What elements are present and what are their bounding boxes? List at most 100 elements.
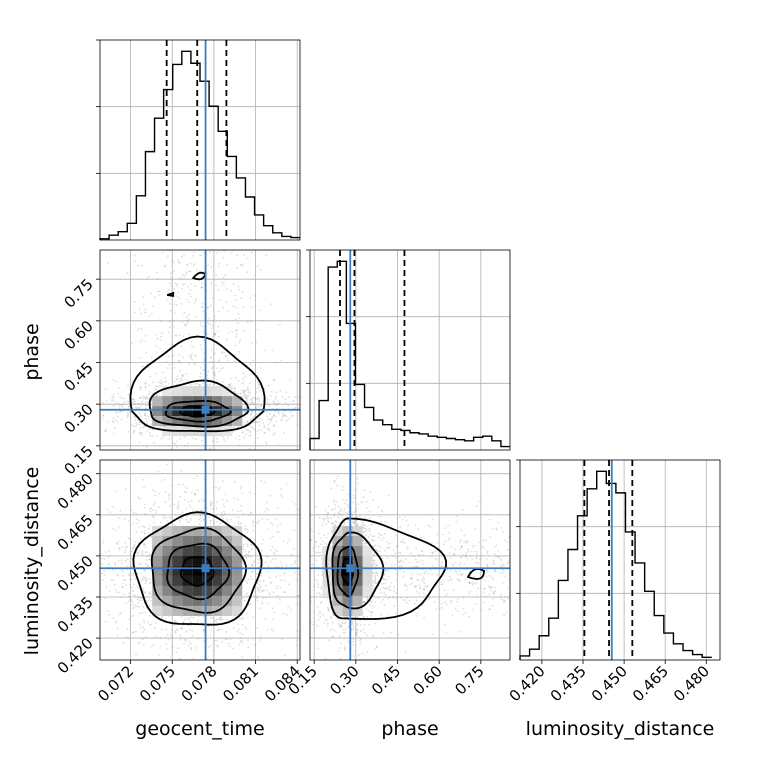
sample-point (318, 591, 321, 594)
sample-point (294, 562, 296, 564)
sample-point (277, 411, 280, 413)
sample-point (142, 619, 145, 622)
sample-point (124, 559, 127, 562)
sample-point (208, 516, 211, 519)
sample-point (360, 501, 362, 504)
sample-point (379, 546, 382, 549)
sample-point (161, 615, 164, 618)
sample-point (337, 516, 340, 519)
sample-point (158, 493, 161, 495)
sample-point (148, 432, 151, 434)
sample-point (189, 628, 192, 631)
sample-point (254, 397, 257, 400)
sample-point (169, 272, 172, 275)
density-cell (162, 605, 173, 616)
sample-point (375, 549, 378, 551)
sample-point (131, 586, 133, 589)
sample-point (222, 503, 225, 505)
sample-point (399, 569, 402, 571)
sample-point (229, 382, 232, 385)
sample-point (181, 373, 184, 376)
sample-point (252, 520, 255, 523)
sample-point (155, 372, 158, 375)
sample-point (449, 579, 452, 582)
sample-point (132, 632, 134, 634)
sample-point (168, 302, 171, 305)
sample-point (167, 331, 170, 334)
sample-point (201, 509, 203, 512)
sample-point (471, 545, 474, 548)
sample-point (230, 518, 233, 521)
sample-point (140, 433, 143, 436)
sample-point (164, 264, 167, 267)
sample-point (176, 375, 179, 378)
sample-point (244, 599, 247, 602)
sample-point (375, 571, 378, 574)
sample-point (213, 522, 215, 525)
sample-point (141, 631, 144, 633)
sample-point (283, 414, 286, 416)
density-cell (182, 585, 193, 596)
sample-point (114, 564, 117, 566)
sample-point (236, 254, 239, 257)
sample-point (274, 549, 276, 551)
sample-point (415, 565, 418, 568)
sample-point (214, 352, 216, 355)
sample-point (134, 254, 137, 257)
sample-point (194, 362, 197, 364)
sample-point (414, 558, 417, 561)
sample-point (177, 291, 180, 294)
sample-point (385, 568, 387, 571)
sample-point (152, 381, 155, 384)
sample-point (159, 382, 162, 385)
sample-point (135, 407, 138, 409)
sample-point (145, 351, 148, 354)
sample-point (270, 522, 272, 524)
sample-point (360, 630, 363, 633)
sample-point (241, 431, 244, 434)
sample-point (126, 558, 129, 561)
sample-point (507, 587, 510, 590)
sample-point (214, 639, 217, 642)
sample-point (337, 511, 340, 514)
sample-point (471, 583, 474, 586)
sample-point (148, 592, 150, 595)
sample-point (194, 493, 197, 496)
sample-point (219, 628, 222, 631)
sample-point (141, 579, 144, 581)
sample-point (294, 407, 297, 409)
sample-point (114, 621, 117, 624)
sample-point (252, 529, 255, 532)
sample-point (242, 392, 245, 394)
sample-point (484, 579, 487, 582)
sample-point (185, 515, 188, 517)
sample-point (165, 516, 168, 519)
sample-point (238, 628, 241, 631)
sample-point (216, 646, 219, 648)
sample-point (226, 618, 229, 621)
sample-point (409, 583, 412, 586)
panel-frame (99, 459, 301, 661)
sample-point (425, 594, 427, 596)
sample-point (475, 582, 477, 585)
sample-point (112, 399, 115, 401)
sample-point (196, 620, 199, 622)
sample-point (175, 378, 178, 381)
sample-point (245, 394, 247, 396)
sample-point (486, 552, 489, 555)
sample-point (215, 274, 217, 277)
sample-point (236, 392, 239, 395)
sample-point (423, 617, 425, 619)
sample-point (214, 374, 216, 376)
sample-point (183, 275, 186, 278)
sample-point (185, 617, 188, 620)
sample-point (131, 548, 134, 550)
sample-point (416, 565, 419, 568)
sample-point (454, 562, 457, 564)
sample-point (500, 596, 502, 599)
sample-point (145, 417, 148, 420)
sample-point (176, 647, 179, 649)
sample-point (188, 270, 190, 273)
sample-point (291, 563, 293, 566)
density-cell (152, 535, 163, 546)
